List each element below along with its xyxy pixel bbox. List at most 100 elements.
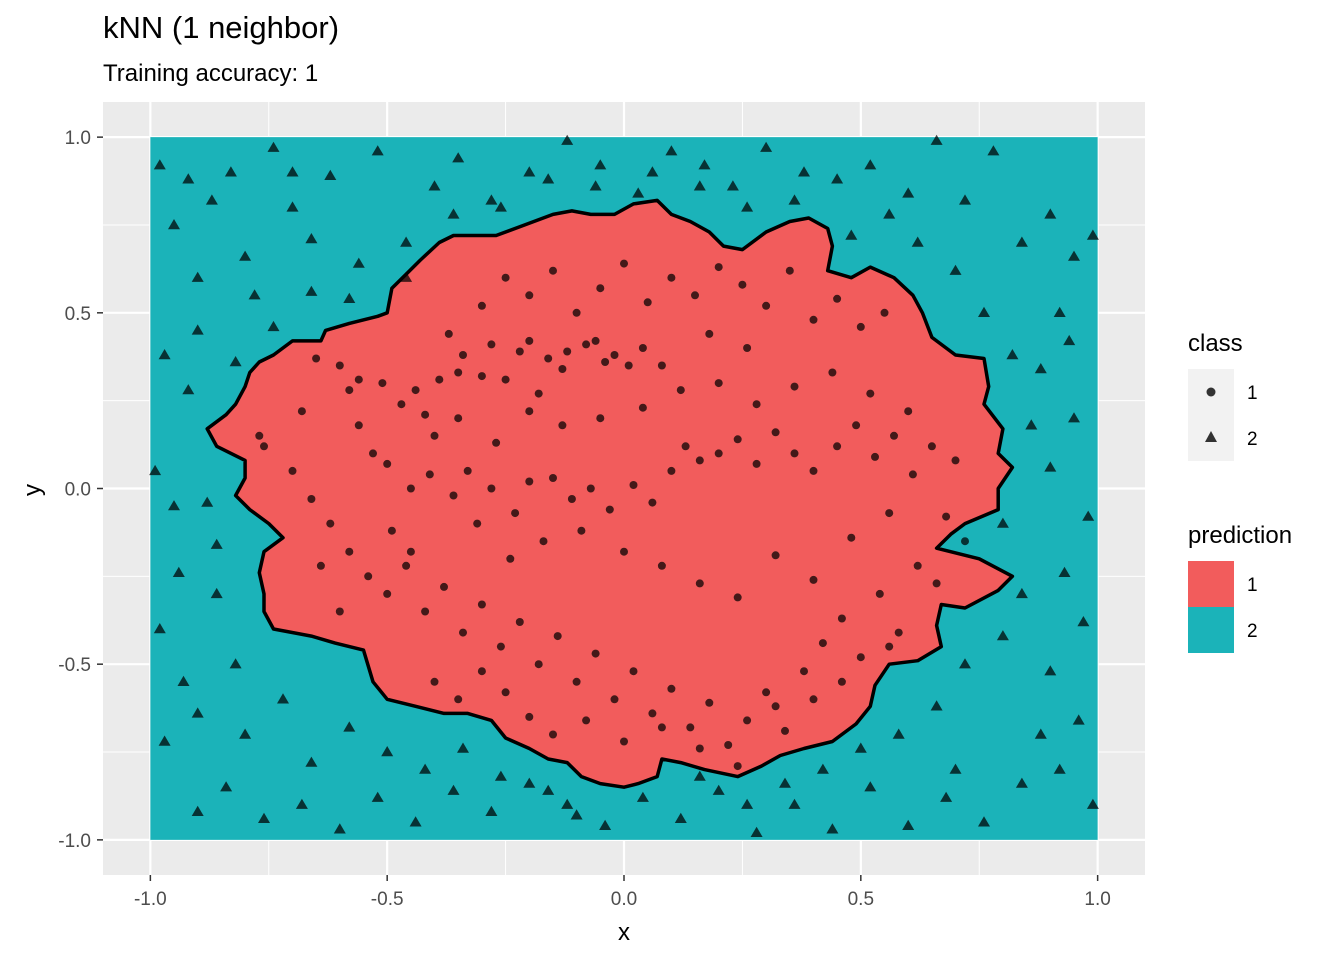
data-point-class-1 — [477, 372, 486, 381]
data-point-class-2 — [1025, 419, 1038, 430]
data-point-class-1 — [733, 593, 742, 602]
data-point-class-1 — [411, 386, 420, 395]
data-point-class-1 — [511, 509, 520, 518]
legend-prediction-title: prediction — [1188, 522, 1292, 549]
data-point-class-1 — [648, 498, 657, 507]
data-point-class-2 — [305, 233, 318, 244]
data-point-class-1 — [572, 308, 581, 317]
data-point-class-1 — [525, 291, 534, 300]
data-point-class-2 — [636, 791, 649, 802]
x-tick-label: 0.0 — [611, 889, 637, 910]
data-point-class-1 — [809, 695, 818, 704]
data-point-class-1 — [951, 456, 960, 465]
data-point-class-2 — [1063, 334, 1076, 346]
prediction-regions — [150, 137, 1098, 840]
data-point-class-1 — [828, 368, 837, 377]
data-point-class-1 — [790, 449, 799, 458]
data-point-class-1 — [847, 533, 856, 542]
data-point-class-1 — [544, 354, 553, 363]
data-point-class-2 — [693, 180, 706, 191]
data-point-class-2 — [599, 819, 612, 830]
data-point-class-2 — [177, 675, 190, 686]
data-point-class-1 — [563, 347, 572, 356]
data-point-class-1 — [501, 375, 510, 384]
data-point-class-1 — [454, 695, 463, 704]
data-point-class-1 — [885, 509, 894, 518]
data-point-class-1 — [833, 294, 842, 303]
data-point-class-1 — [781, 726, 789, 735]
data-point-class-1 — [383, 459, 392, 468]
data-point-class-2 — [352, 257, 365, 268]
legend-triangle-marker — [1205, 431, 1217, 442]
data-point-class-2 — [239, 728, 252, 739]
data-point-class-2 — [1015, 777, 1028, 788]
data-point-class-2 — [210, 587, 223, 599]
data-point-class-1 — [577, 526, 586, 535]
data-point-class-1 — [752, 400, 761, 409]
data-point-class-1 — [691, 291, 699, 300]
data-point-class-1 — [260, 442, 268, 451]
data-point-class-1 — [605, 505, 614, 514]
y-tick-label: -1.0 — [58, 831, 91, 852]
data-point-class-2 — [295, 798, 308, 809]
data-point-class-2 — [826, 823, 839, 834]
data-point-class-1 — [345, 386, 354, 395]
data-point-class-2 — [940, 791, 953, 802]
data-point-class-1 — [572, 677, 581, 686]
data-point-class-1 — [752, 459, 761, 468]
data-point-class-2 — [1015, 587, 1028, 599]
data-point-class-2 — [381, 746, 394, 757]
data-point-class-1 — [629, 667, 638, 676]
data-point-class-1 — [501, 688, 510, 697]
data-point-class-2 — [168, 219, 180, 230]
data-point-class-2 — [333, 823, 346, 834]
data-point-class-2 — [892, 728, 905, 739]
y-axis: -1.0 -0.5 0.0 0.5 1.0 — [58, 128, 103, 852]
data-point-class-2 — [324, 169, 337, 180]
data-point-class-1 — [335, 607, 344, 616]
data-point-class-2 — [674, 812, 687, 823]
data-point-class-2 — [305, 285, 318, 296]
data-point-class-1 — [657, 561, 666, 570]
data-point-class-2 — [158, 735, 171, 746]
data-point-class-1 — [871, 452, 879, 461]
data-point-class-1 — [629, 481, 638, 489]
data-point-class-1 — [345, 547, 354, 556]
data-point-class-1 — [885, 642, 894, 651]
data-point-class-2 — [831, 173, 844, 184]
data-point-class-1 — [657, 361, 666, 370]
x-axis: -1.0 -0.5 0.0 0.5 1.0 — [134, 875, 1111, 910]
y-tick-label: 1.0 — [65, 128, 91, 149]
data-point-class-1 — [369, 449, 377, 458]
data-point-class-2 — [542, 173, 555, 184]
data-point-class-1 — [866, 389, 875, 398]
region-class-1 — [205, 198, 1015, 789]
data-point-class-1 — [667, 273, 676, 282]
data-point-class-2 — [168, 500, 180, 511]
data-point-class-1 — [695, 744, 704, 753]
data-point-class-1 — [459, 351, 467, 359]
data-point-class-1 — [463, 466, 472, 475]
data-point-class-2 — [902, 187, 915, 198]
data-point-class-2 — [1006, 349, 1019, 360]
data-point-class-2 — [210, 538, 223, 549]
data-point-class-1 — [477, 301, 486, 310]
data-point-class-2 — [949, 763, 962, 774]
data-point-class-1 — [809, 575, 818, 584]
data-point-class-2 — [1044, 461, 1057, 472]
data-point-class-1 — [875, 589, 884, 598]
data-point-class-1 — [430, 677, 439, 686]
data-point-class-2 — [457, 742, 469, 753]
data-point-class-1 — [908, 470, 917, 479]
data-point-class-1 — [714, 449, 723, 458]
chart-title: kNN (1 neighbor) — [103, 10, 340, 45]
data-point-class-1 — [435, 375, 444, 384]
legend-prediction-key-1 — [1188, 561, 1234, 607]
data-point-class-1 — [601, 358, 610, 366]
data-point-class-1 — [316, 561, 325, 570]
data-point-class-2 — [1034, 728, 1047, 739]
data-point-class-1 — [440, 582, 448, 591]
data-point-class-1 — [487, 340, 496, 349]
data-point-class-2 — [883, 208, 896, 219]
data-point-class-1 — [354, 375, 363, 384]
